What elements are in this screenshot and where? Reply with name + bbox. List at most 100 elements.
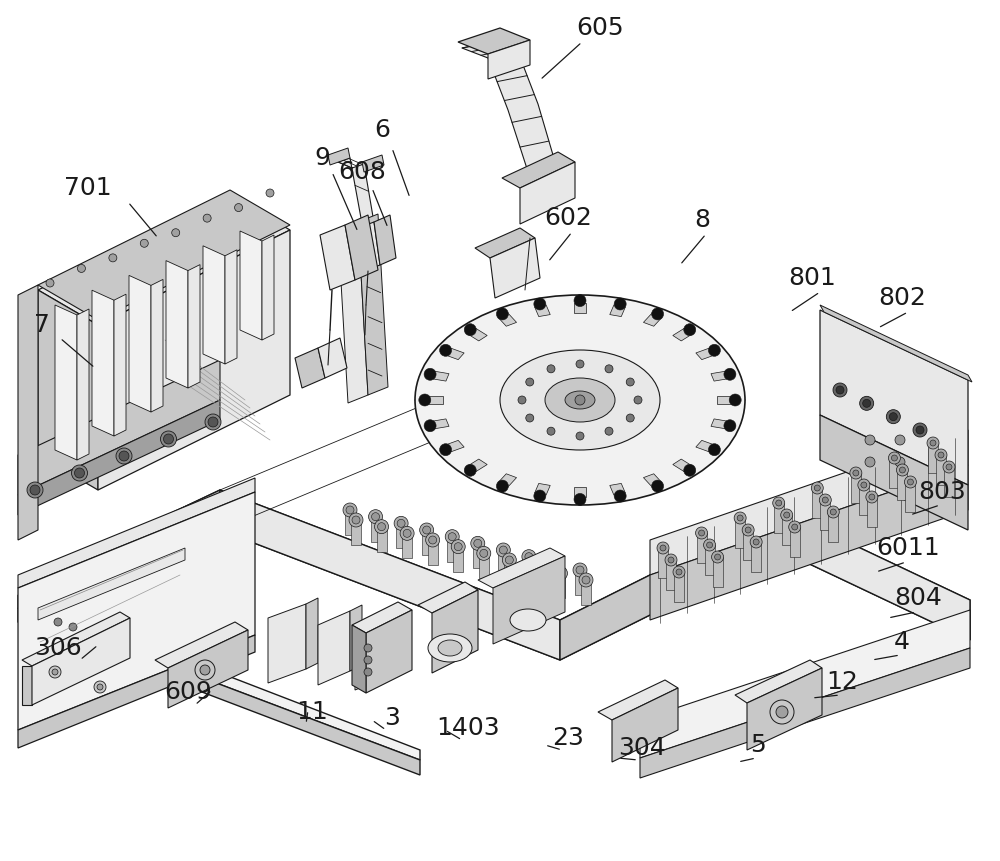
Polygon shape bbox=[38, 190, 290, 320]
Polygon shape bbox=[711, 371, 730, 381]
Circle shape bbox=[205, 414, 221, 430]
Circle shape bbox=[525, 553, 533, 561]
Circle shape bbox=[499, 546, 507, 554]
Circle shape bbox=[518, 396, 526, 404]
Polygon shape bbox=[867, 497, 877, 527]
Polygon shape bbox=[328, 148, 350, 165]
Polygon shape bbox=[820, 415, 968, 530]
Polygon shape bbox=[415, 295, 745, 505]
Polygon shape bbox=[18, 400, 220, 515]
Polygon shape bbox=[674, 572, 684, 602]
Circle shape bbox=[109, 254, 117, 262]
Polygon shape bbox=[352, 602, 412, 633]
Polygon shape bbox=[666, 560, 676, 590]
Circle shape bbox=[704, 539, 716, 551]
Polygon shape bbox=[502, 152, 575, 188]
Polygon shape bbox=[98, 230, 290, 490]
Circle shape bbox=[547, 427, 555, 435]
Circle shape bbox=[886, 410, 900, 424]
Polygon shape bbox=[225, 250, 237, 364]
Circle shape bbox=[676, 569, 682, 575]
Circle shape bbox=[938, 452, 944, 458]
Polygon shape bbox=[18, 478, 255, 588]
Polygon shape bbox=[643, 474, 662, 486]
Polygon shape bbox=[897, 470, 907, 500]
Circle shape bbox=[724, 419, 736, 431]
Polygon shape bbox=[467, 328, 487, 341]
Circle shape bbox=[477, 547, 491, 561]
Circle shape bbox=[850, 467, 862, 479]
Polygon shape bbox=[697, 533, 707, 563]
Circle shape bbox=[200, 665, 210, 675]
Circle shape bbox=[346, 506, 354, 514]
Polygon shape bbox=[820, 500, 830, 530]
Polygon shape bbox=[129, 276, 151, 412]
Polygon shape bbox=[673, 459, 693, 472]
Polygon shape bbox=[345, 215, 378, 280]
Circle shape bbox=[753, 539, 759, 545]
Circle shape bbox=[369, 510, 383, 523]
Circle shape bbox=[419, 394, 431, 406]
Circle shape bbox=[27, 482, 43, 498]
Polygon shape bbox=[166, 261, 188, 388]
Circle shape bbox=[605, 365, 613, 373]
Circle shape bbox=[49, 666, 61, 678]
Circle shape bbox=[556, 569, 564, 578]
Circle shape bbox=[861, 482, 867, 488]
Circle shape bbox=[750, 536, 762, 548]
Circle shape bbox=[526, 378, 534, 386]
Polygon shape bbox=[473, 543, 483, 568]
Polygon shape bbox=[18, 608, 420, 775]
Circle shape bbox=[888, 452, 900, 464]
Polygon shape bbox=[18, 285, 38, 540]
Circle shape bbox=[634, 396, 642, 404]
Text: 701: 701 bbox=[64, 176, 112, 200]
Circle shape bbox=[343, 503, 357, 517]
Polygon shape bbox=[444, 348, 464, 360]
Circle shape bbox=[195, 660, 215, 680]
Circle shape bbox=[827, 506, 839, 518]
Circle shape bbox=[860, 396, 874, 411]
Circle shape bbox=[72, 465, 88, 481]
Polygon shape bbox=[338, 158, 382, 376]
Circle shape bbox=[69, 623, 77, 631]
Circle shape bbox=[576, 432, 584, 440]
Polygon shape bbox=[504, 560, 514, 585]
Circle shape bbox=[773, 497, 785, 509]
Polygon shape bbox=[751, 542, 761, 572]
Polygon shape bbox=[22, 612, 130, 666]
Circle shape bbox=[833, 383, 847, 397]
Circle shape bbox=[869, 494, 875, 500]
Polygon shape bbox=[30, 490, 970, 660]
Circle shape bbox=[913, 423, 927, 437]
Polygon shape bbox=[366, 610, 412, 693]
Polygon shape bbox=[458, 28, 530, 54]
Circle shape bbox=[652, 308, 664, 320]
Circle shape bbox=[896, 464, 908, 476]
Polygon shape bbox=[574, 487, 586, 498]
Polygon shape bbox=[422, 530, 432, 555]
Polygon shape bbox=[479, 554, 489, 579]
Circle shape bbox=[853, 470, 859, 476]
Polygon shape bbox=[355, 618, 390, 690]
Circle shape bbox=[858, 479, 870, 491]
Text: 802: 802 bbox=[878, 286, 926, 310]
Polygon shape bbox=[944, 467, 954, 497]
Polygon shape bbox=[747, 668, 822, 750]
Circle shape bbox=[660, 545, 666, 551]
Polygon shape bbox=[220, 490, 560, 660]
Circle shape bbox=[534, 298, 546, 310]
Polygon shape bbox=[673, 328, 693, 341]
Circle shape bbox=[943, 461, 955, 473]
Circle shape bbox=[899, 467, 905, 473]
Polygon shape bbox=[444, 440, 464, 452]
Polygon shape bbox=[32, 618, 130, 705]
Ellipse shape bbox=[438, 640, 462, 656]
Polygon shape bbox=[427, 396, 443, 404]
Circle shape bbox=[235, 203, 243, 212]
Polygon shape bbox=[396, 523, 406, 548]
Text: 7: 7 bbox=[34, 313, 50, 337]
Polygon shape bbox=[549, 563, 559, 588]
Circle shape bbox=[626, 378, 634, 386]
Circle shape bbox=[830, 509, 836, 515]
